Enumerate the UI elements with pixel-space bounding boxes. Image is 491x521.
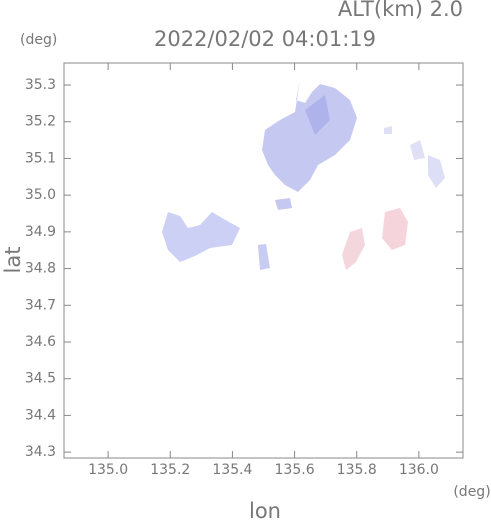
echo — [258, 244, 270, 270]
echo — [162, 212, 240, 262]
echo — [305, 95, 330, 135]
echo — [382, 208, 408, 250]
plot-frame — [63, 62, 464, 459]
axes — [63, 62, 464, 459]
echo — [428, 155, 445, 188]
altitude-annotation: ALT(km) 2.0 — [338, 0, 463, 21]
echo — [410, 140, 425, 160]
y-tick-label: 34.6 — [25, 334, 56, 350]
echo — [275, 198, 292, 210]
y-axis-label: lat — [1, 247, 25, 274]
y-unit: (deg) — [20, 32, 57, 48]
echo — [384, 126, 392, 134]
y-tick-label: 34.4 — [25, 407, 56, 423]
x-tick-label: 135.6 — [275, 462, 315, 478]
y-tick-label: 34.9 — [25, 224, 56, 240]
x-tick-label: 135.8 — [337, 462, 377, 478]
y-tick-label: 35.3 — [25, 77, 56, 93]
x-axis-label: lon — [249, 499, 281, 521]
y-tick-label: 35.0 — [25, 187, 56, 203]
y-tick-label: 35.1 — [25, 150, 56, 166]
echo — [342, 228, 365, 270]
y-tick-label: 34.7 — [25, 297, 56, 313]
x-tick-label: 135.0 — [88, 462, 128, 478]
chart-title: 2022/02/02 04:01:19 — [154, 27, 376, 51]
x-tick-label: 135.2 — [150, 462, 190, 478]
x-tick-label: 136.0 — [399, 462, 439, 478]
y-tick-label: 34.3 — [25, 444, 56, 460]
echo — [262, 80, 357, 192]
x-tick-label: 135.4 — [212, 462, 252, 478]
y-tick-label: 34.8 — [25, 261, 56, 277]
radar-echoes — [162, 80, 445, 270]
y-tick-label: 35.2 — [25, 114, 56, 130]
x-unit: (deg) — [453, 484, 490, 500]
y-tick-label: 34.5 — [25, 371, 56, 387]
